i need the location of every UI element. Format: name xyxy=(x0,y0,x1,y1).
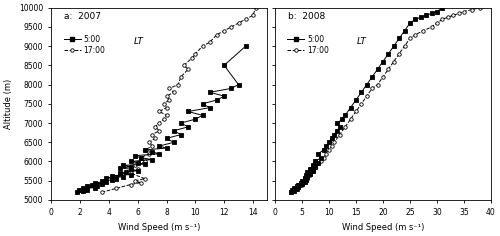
Text: LT: LT xyxy=(357,38,367,46)
Text: LT: LT xyxy=(134,38,143,46)
Legend: 5:00, 17:00: 5:00, 17:00 xyxy=(64,34,106,55)
Legend: 5:00, 17:00: 5:00, 17:00 xyxy=(288,34,329,55)
X-axis label: Wind Speed (m s⁻¹): Wind Speed (m s⁻¹) xyxy=(342,223,424,232)
Text: b:  2008: b: 2008 xyxy=(288,12,325,21)
X-axis label: Wind Speed (m s⁻¹): Wind Speed (m s⁻¹) xyxy=(118,223,200,232)
Y-axis label: Altitude (m): Altitude (m) xyxy=(4,79,13,129)
Text: a:  2007: a: 2007 xyxy=(64,12,102,21)
